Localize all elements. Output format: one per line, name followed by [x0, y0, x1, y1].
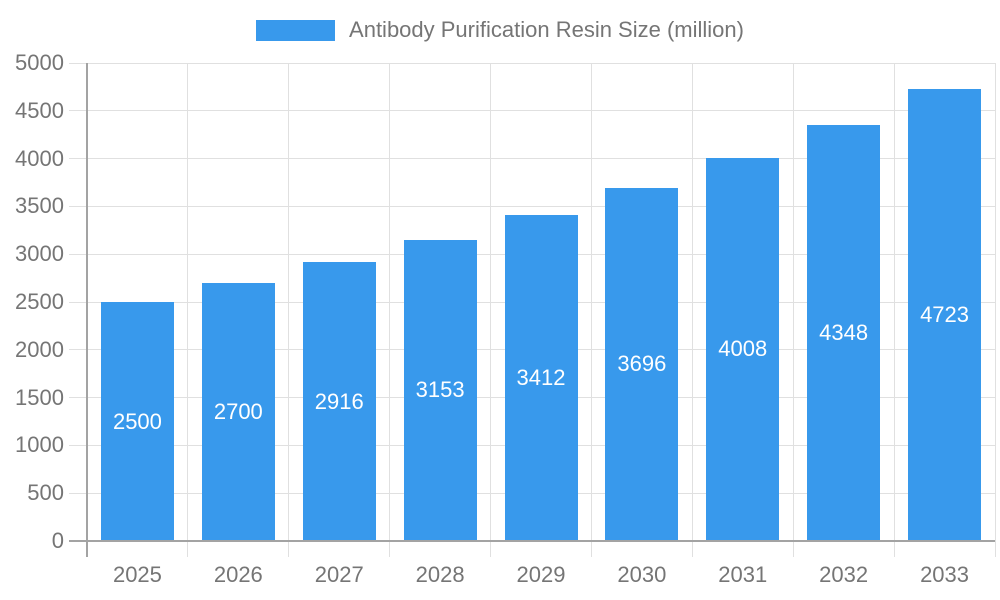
y-tick-label: 3000 — [15, 241, 64, 267]
y-tick — [69, 444, 87, 446]
bar-value-label: 3153 — [415, 377, 465, 403]
y-tick — [69, 110, 87, 112]
x-tick-label: 2026 — [213, 562, 263, 587]
x-tick-label: 2028 — [415, 562, 465, 587]
h-gridline — [87, 158, 995, 160]
y-tick-label: 4000 — [15, 145, 64, 171]
y-tick — [69, 301, 87, 303]
bar-value-label: 4008 — [718, 336, 768, 362]
legend-label: Antibody Purification Resin Size (millio… — [349, 17, 744, 42]
y-tick-label: 500 — [27, 480, 64, 506]
x-tick — [288, 541, 290, 557]
bar-2029[interactable] — [504, 214, 578, 541]
y-tick-label: 2500 — [15, 289, 64, 314]
legend-swatch — [256, 19, 336, 41]
x-tick — [792, 541, 794, 557]
y-tick-label: 5000 — [15, 50, 64, 75]
v-gridline — [893, 63, 895, 541]
bar-2026[interactable] — [201, 282, 275, 541]
x-axis-line — [69, 540, 995, 542]
x-tick — [590, 541, 592, 557]
y-tick — [69, 349, 87, 351]
x-tick-label: 2032 — [819, 562, 869, 587]
bar-2028[interactable] — [403, 239, 477, 541]
bar-2032[interactable] — [807, 125, 881, 541]
y-tick — [69, 397, 87, 399]
y-axis-line — [86, 63, 88, 557]
y-tick-label: 1000 — [15, 432, 64, 458]
v-gridline — [288, 63, 290, 541]
bar-value-label: 4348 — [819, 320, 869, 346]
y-tick — [69, 158, 87, 160]
v-gridline — [994, 63, 996, 541]
x-tick-label: 2029 — [516, 562, 566, 587]
y-tick-label: 4500 — [15, 97, 64, 123]
y-tick-label: 3500 — [15, 193, 64, 219]
v-gridline — [590, 63, 592, 541]
y-tick — [69, 492, 87, 494]
v-gridline — [691, 63, 693, 541]
bar-2030[interactable] — [605, 187, 679, 541]
v-gridline — [792, 63, 794, 541]
y-tick-label: 0 — [51, 528, 64, 553]
legend[interactable]: Antibody Purification Resin Size (millio… — [0, 17, 1000, 43]
h-gridline — [87, 205, 995, 207]
x-tick — [187, 541, 189, 557]
bar-value-label: 3696 — [617, 351, 667, 377]
x-tick-label: 2033 — [920, 562, 970, 587]
x-tick-label: 2027 — [314, 562, 364, 587]
bar-value-label: 3412 — [516, 364, 566, 390]
x-tick — [691, 541, 693, 557]
x-tick-label: 2031 — [718, 562, 768, 587]
bar-value-label: 2700 — [213, 398, 263, 424]
bar-value-label: 2500 — [112, 408, 162, 434]
x-tick-label: 2025 — [112, 562, 162, 587]
bar-2027[interactable] — [302, 262, 376, 541]
v-gridline — [187, 63, 189, 541]
y-tick — [69, 62, 87, 64]
bar-value-label: 2916 — [314, 388, 364, 414]
y-tick-label: 2000 — [15, 336, 64, 362]
y-tick — [69, 253, 87, 255]
bar-2033[interactable] — [908, 89, 982, 541]
v-gridline — [490, 63, 492, 541]
y-tick-label: 1500 — [15, 384, 64, 410]
x-tick — [994, 541, 996, 557]
h-gridline — [87, 62, 995, 64]
x-tick-label: 2030 — [617, 562, 667, 587]
x-tick — [389, 541, 391, 557]
x-tick — [893, 541, 895, 557]
bar-2031[interactable] — [706, 157, 780, 541]
x-tick — [490, 541, 492, 557]
h-gridline — [87, 110, 995, 112]
y-tick — [69, 205, 87, 207]
bar-value-label: 4723 — [920, 302, 970, 328]
bar-2025[interactable] — [100, 302, 174, 541]
v-gridline — [389, 63, 391, 541]
